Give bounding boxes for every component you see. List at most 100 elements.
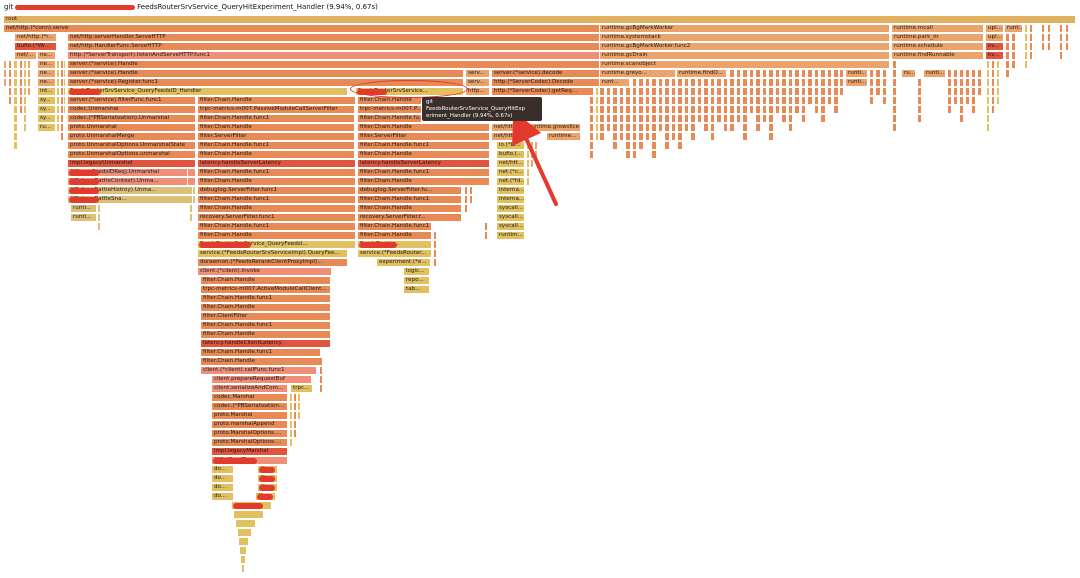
flame-frame[interactable]: server.(*service).Handle [68,61,600,68]
flame-frame-narrow[interactable] [659,106,663,113]
flame-frame-narrow[interactable] [992,70,995,77]
flame-frame[interactable]: runtime.greyo... [600,70,676,77]
flame-frame-narrow[interactable] [821,106,826,113]
flame-frame-narrow[interactable] [821,115,826,122]
flame-frame-narrow[interactable] [639,97,644,104]
flame-frame-narrow[interactable] [893,88,897,95]
flame-frame-narrow[interactable] [590,106,594,113]
flame-frame-narrow[interactable] [704,124,709,131]
flame-frame[interactable]: ne... [38,61,56,68]
flame-frame-narrow[interactable] [750,88,754,95]
flame-frame-narrow[interactable] [633,79,637,86]
flame-frame[interactable]: ru... [902,70,916,77]
flame-frame-narrow[interactable] [763,88,767,95]
flame-frame-narrow[interactable] [782,70,787,77]
flame-frame[interactable]: service.(*FeedsRouter... [358,250,432,257]
flame-frame-narrow[interactable] [1006,70,1010,77]
flame-frame-narrow[interactable] [4,61,7,68]
flame-frame-narrow[interactable] [61,88,64,95]
flame-frame-narrow[interactable] [756,124,761,131]
flame-frame-narrow[interactable] [290,403,293,410]
flame-frame-narrow[interactable] [64,70,66,77]
flame-frame-narrow[interactable] [821,70,826,77]
flame-frame-narrow[interactable] [600,97,605,104]
flame-frame-narrow[interactable] [633,124,637,131]
flame-frame[interactable]: recovery.ServerFilter.f... [358,214,462,221]
flame-frame-narrow[interactable] [613,88,618,95]
flame-frame-narrow[interactable] [57,61,60,68]
flame-frame[interactable]: filter.Chain.Handle.func1 [198,169,356,176]
flame-frame[interactable]: filter.Chain.Handle [358,232,432,239]
flame-frame-narrow[interactable] [769,124,774,131]
flame-frame-narrow[interactable] [4,79,7,86]
flame-frame-narrow[interactable] [782,97,787,104]
flame-frame[interactable]: net/http.(*r... [15,34,57,41]
flame-frame-narrow[interactable] [485,232,488,239]
flame-frame[interactable]: syscall... [497,205,525,212]
flame-frame[interactable]: repo... [404,277,430,284]
flame-frame-narrow[interactable] [685,106,689,113]
flame-frame-narrow[interactable] [1048,43,1051,50]
flame-frame-narrow[interactable] [750,79,754,86]
flame-frame-narrow[interactable] [24,97,27,104]
flame-frame[interactable]: filter.Chain.Handle [201,331,331,338]
flame-frame-narrow[interactable] [870,79,874,86]
flame-frame-narrow[interactable] [596,115,599,122]
flame-frame-narrow[interactable] [918,79,922,86]
flame-frame-narrow[interactable] [691,115,696,122]
flame-frame-narrow[interactable] [802,70,806,77]
flame-frame[interactable]: runtime.gcDrain [600,52,890,59]
flame-frame-narrow[interactable] [782,88,787,95]
flame-frame-narrow[interactable] [987,88,990,95]
flame-frame-narrow[interactable] [966,79,970,86]
flame-frame[interactable]: root [4,16,1076,23]
flame-frame[interactable]: runti... [846,79,868,86]
flame-frame-narrow[interactable] [61,133,64,140]
flame-frame-narrow[interactable] [960,97,964,104]
flame-frame-narrow[interactable] [918,88,922,95]
flame-frame-narrow[interactable] [14,61,18,68]
flame-frame[interactable]: runtime.park_m [892,34,984,41]
flame-frame-narrow[interactable] [763,106,767,113]
flame-frame-narrow[interactable] [620,97,624,104]
flame-frame-narrow[interactable] [61,61,64,68]
flame-frame-narrow[interactable] [633,88,637,95]
flame-frame[interactable]: (*PubgmBattleContext).Unma... [68,178,196,185]
flame-frame-narrow[interactable] [678,124,683,131]
flame-frame[interactable]: tab... [404,286,430,293]
flame-frame-narrow[interactable] [24,88,27,95]
flame-frame-narrow[interactable] [639,142,644,149]
flame-frame-narrow[interactable] [434,241,437,248]
flame-frame-narrow[interactable] [298,403,301,410]
flame-frame[interactable]: proto.UnmarshalOptions.unmarshal [68,151,196,158]
flame-frame[interactable]: net/http.serverHandler.ServeHTTP [68,34,600,41]
flame-frame[interactable]: client.prepareRequestBuf [212,376,312,383]
flame-frame-narrow[interactable] [298,412,301,419]
flame-frame-narrow[interactable] [678,115,683,122]
flame-frame-narrow[interactable] [14,106,18,113]
flame-frame-narrow[interactable] [769,115,774,122]
flame-frame-narrow[interactable] [596,97,599,104]
flame-frame[interactable]: runtime... [547,133,581,140]
flame-frame-narrow[interactable] [789,106,793,113]
flame-frame[interactable]: service.(*FeedsRouterSrvServiceImpl).Que… [198,250,348,257]
flame-frame-narrow[interactable] [294,412,297,419]
flame-frame-narrow[interactable] [1025,25,1028,32]
flame-frame-narrow[interactable] [600,88,605,95]
flame-frame-narrow[interactable] [802,88,806,95]
flame-frame[interactable]: filter.Chain.Handle [358,178,490,185]
flame-frame[interactable]: client.(*client).callFunc.func1 [201,367,317,374]
flame-frame-narrow[interactable] [743,106,748,113]
flame-frame[interactable]: ru... [38,124,56,131]
flame-frame[interactable]: proto.marshalAppend [212,421,288,428]
flame-frame-narrow[interactable] [960,79,964,86]
flame-frame[interactable]: net/http.(*conn).serve [4,25,600,32]
flame-frame[interactable]: runtime.findO... [677,70,727,77]
flame-frame[interactable]: FeedsRouterSrvService_QueryFeedsI... [198,241,356,248]
flame-frame-narrow[interactable] [665,79,670,86]
flame-frame-narrow[interactable] [997,79,1000,86]
flame-frame-narrow[interactable] [352,124,355,131]
flame-frame-narrow[interactable] [737,106,741,113]
flame-frame-narrow[interactable] [646,88,650,95]
flame-frame-narrow[interactable] [987,61,990,68]
